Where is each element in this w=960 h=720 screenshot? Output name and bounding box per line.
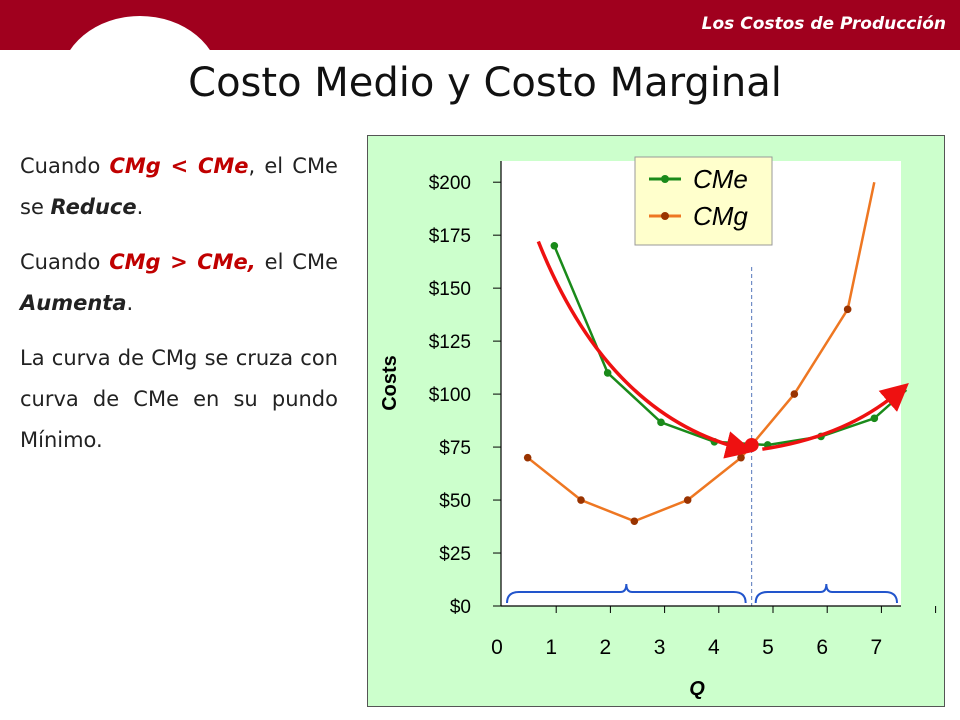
header-bar: Los Costos de Producción <box>0 0 960 126</box>
data-point-cme <box>870 414 879 423</box>
p1-lead: Cuando <box>20 154 110 178</box>
data-point-cmg <box>683 496 692 504</box>
p1-end: . <box>136 195 144 219</box>
y-tick-label: $0 <box>450 597 471 618</box>
p2-mid: el CMe <box>255 250 339 274</box>
x-tick-label: 4 <box>708 636 720 659</box>
slide-title: Costo Medio y Costo Marginal <box>188 60 782 106</box>
y-tick-label: $150 <box>429 279 471 300</box>
x-tick-label: 5 <box>762 636 774 659</box>
data-point-cmg <box>630 517 639 526</box>
x-tick-label: 0 <box>491 636 503 659</box>
x-axis-title: Q <box>689 678 705 700</box>
text-panel: Cuando CMg < CMe, el CMe se Reduce. Cuan… <box>20 146 338 475</box>
legend-swatch-dot <box>661 212 669 220</box>
decreasing-arrow <box>536 240 754 459</box>
data-point-cmg <box>577 496 585 504</box>
increasing-arrow <box>762 382 909 451</box>
paragraph-increasing: Cuando CMg > CMe, el CMe Aumenta. <box>20 242 338 324</box>
legend-swatch-dot <box>661 175 669 183</box>
increasing-region-brace <box>754 583 898 604</box>
p2-condition: CMg > CMe, <box>109 250 256 274</box>
y-tick-label: $50 <box>439 491 471 512</box>
decreasing-region-brace <box>506 583 747 604</box>
p1-mid: , el CMe se <box>20 154 338 219</box>
header-decorative-curve <box>60 16 220 126</box>
p2-end: . <box>126 291 134 315</box>
x-tick-label: 6 <box>816 636 828 659</box>
p2-emphasis: Aumenta <box>20 291 127 315</box>
x-tick-label: 1 <box>545 636 557 659</box>
data-point-cmg <box>790 390 799 398</box>
x-tick-label: 3 <box>654 636 666 659</box>
paragraph-intersection: La curva de CMg se cruza con curva de CM… <box>20 346 338 452</box>
y-tick-label: $175 <box>429 226 471 247</box>
data-point-cme <box>603 369 612 377</box>
legend-label: CMg <box>693 201 748 231</box>
p2-lead: Cuando <box>20 250 110 274</box>
y-tick-label: $75 <box>439 438 471 459</box>
y-axis-title: Costs <box>379 355 401 411</box>
data-point-cmg <box>737 453 745 462</box>
data-point-cme <box>657 418 665 427</box>
data-point-cmg <box>523 453 532 462</box>
legend-box <box>634 156 773 246</box>
minimum-point-marker <box>744 437 759 452</box>
data-point-cme <box>550 241 559 250</box>
section-label: Los Costos de Producción <box>701 14 946 34</box>
x-tick-label: 7 <box>871 636 883 659</box>
paragraph-decreasing: Cuando CMg < CMe, el CMe se Reduce. <box>20 146 338 228</box>
y-tick-label: $100 <box>429 385 471 406</box>
y-tick-label: $25 <box>439 544 471 565</box>
legend-label: CMe <box>693 164 748 194</box>
y-tick-label: $200 <box>429 173 471 194</box>
p1-emphasis: Reduce <box>50 195 137 219</box>
cost-chart: $0 $25 $50 $75 $100 $125 $150 $175 $200 0 1 2 3 4 5 6 7 Q… <box>379 156 937 700</box>
p1-condition: CMg < CMe <box>109 154 249 178</box>
y-tick-label: $125 <box>429 332 471 353</box>
data-point-cmg <box>843 305 852 314</box>
x-tick-label: 2 <box>600 636 612 659</box>
series-line-cmg <box>526 181 876 523</box>
